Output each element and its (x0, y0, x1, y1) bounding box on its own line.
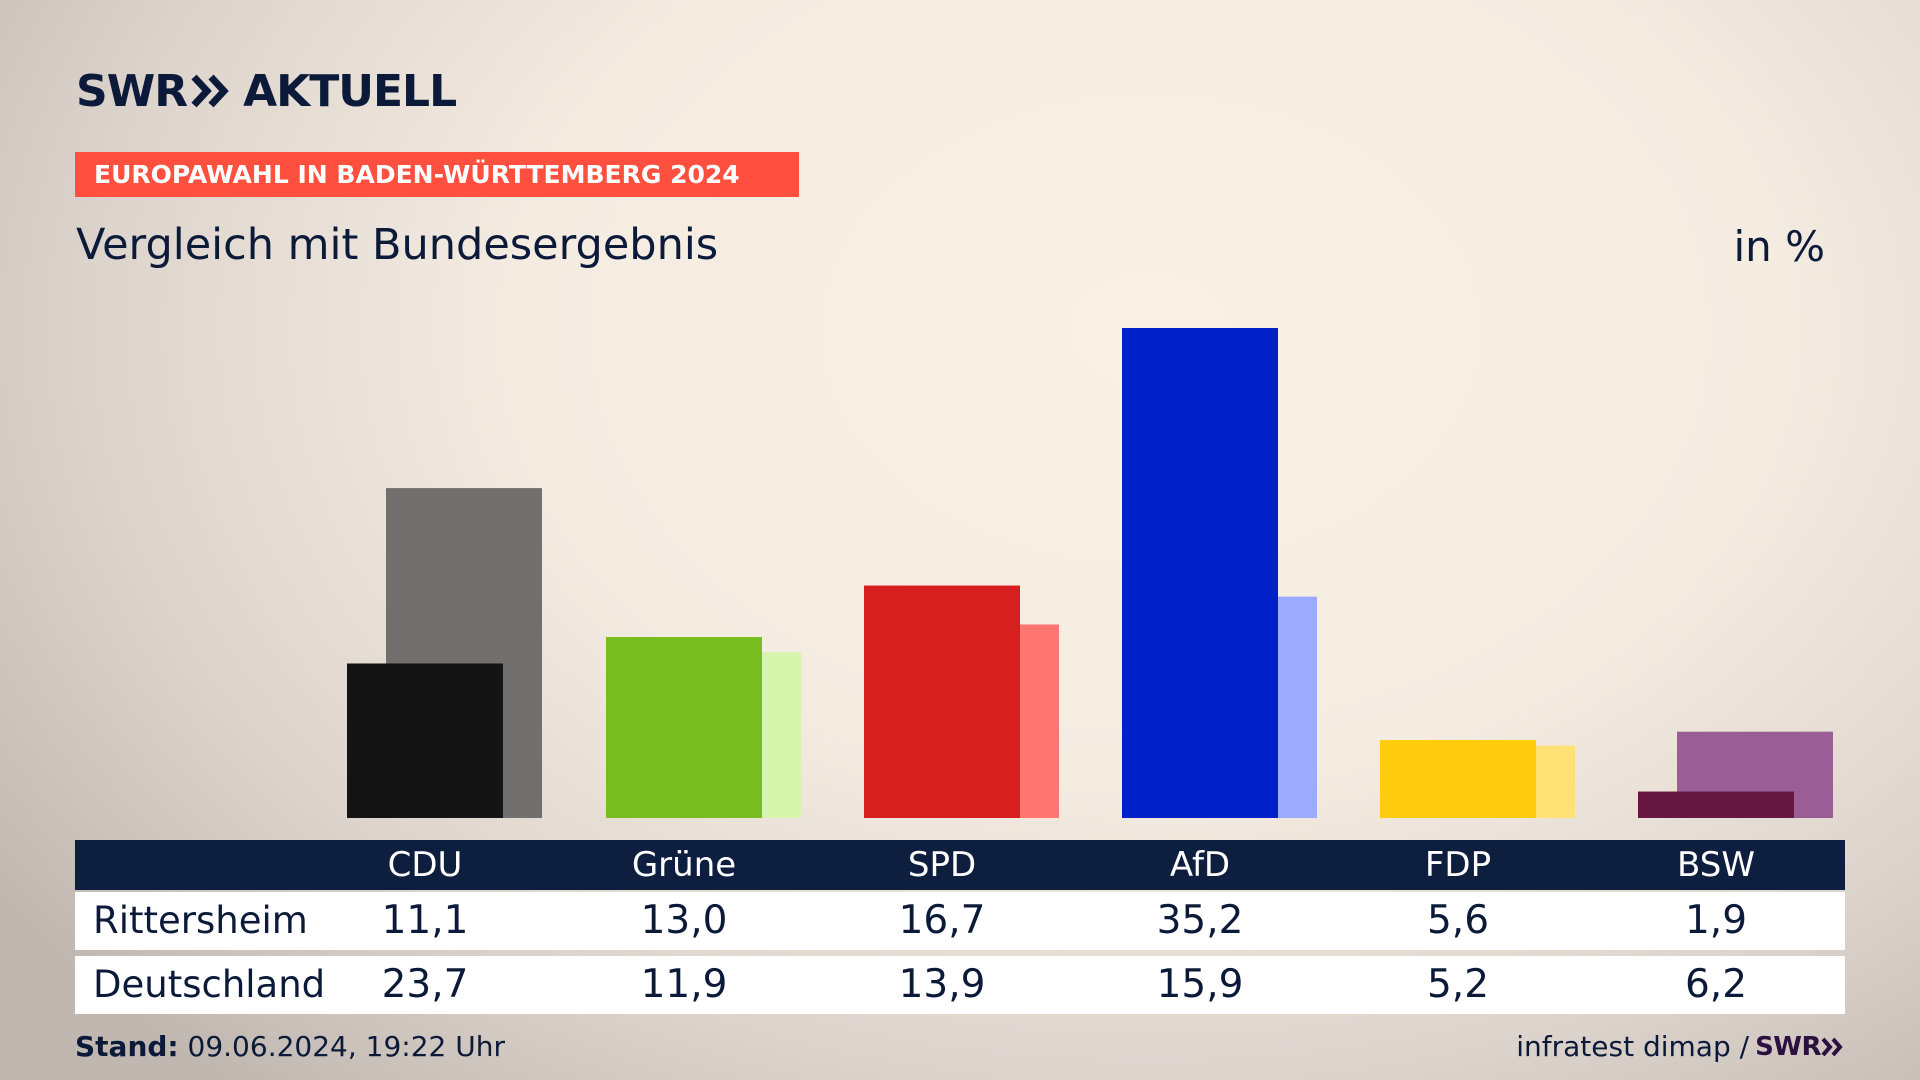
table-header-spd: SPD (907, 845, 977, 885)
table-header-gruene: Grüne (631, 845, 737, 885)
source-text: infratest dimap / (1516, 1030, 1750, 1063)
stand-label: Stand: (75, 1030, 179, 1063)
table-header-row: CDU Grüne SPD AfD FDP BSW (75, 840, 1845, 890)
table-cell: 35,2 (1156, 898, 1244, 943)
bar-chart (347, 328, 1833, 818)
table-row-deutschland: Deutschland 23,7 11,9 13,9 15,9 5,2 6,2 (75, 956, 1845, 1014)
table-cell: 11,1 (381, 898, 469, 943)
table-header-fdp: FDP (1424, 845, 1492, 885)
chart-subtitle: Vergleich mit Bundesergebnis (76, 220, 719, 270)
logo-aktuell-text: AKTUELL (243, 65, 457, 117)
bar-rittersheim-bsw (1638, 791, 1794, 818)
mini-logo-text: SWR (1755, 1031, 1821, 1062)
table-row-rittersheim: Rittersheim 11,1 13,0 16,7 35,2 5,6 1,9 (75, 892, 1845, 950)
table-cell: 13,0 (640, 898, 728, 943)
swr-aktuell-logo: SWR AKTUELL (76, 65, 457, 117)
double-chevron-right-icon (1821, 1037, 1843, 1056)
logo-swr-text: SWR (76, 65, 188, 117)
bar-rittersheim-fdp (1380, 740, 1536, 818)
election-banner: EUROPAWAHL IN BADEN-WÜRTTEMBERG 2024 (75, 152, 799, 197)
table-cell: 1,9 (1684, 898, 1748, 943)
table-header-bsw: BSW (1677, 845, 1755, 885)
bar-rittersheim-spd (864, 585, 1020, 818)
double-chevron-right-icon (191, 74, 229, 108)
unit-label: in % (1733, 222, 1825, 271)
table-cell: 16,7 (898, 898, 986, 943)
row-label: Deutschland (93, 963, 326, 1006)
stand-value: 09.06.2024, 19:22 Uhr (187, 1030, 505, 1063)
swr-mini-logo: SWR (1755, 1032, 1845, 1062)
table-cell: 13,9 (898, 962, 986, 1007)
bar-rittersheim-cdu (347, 663, 503, 818)
table-cell: 5,6 (1426, 898, 1490, 943)
table-cell: 6,2 (1684, 962, 1748, 1007)
table-cell: 23,7 (381, 962, 469, 1007)
table-cell: 5,2 (1426, 962, 1490, 1007)
table-cell: 11,9 (640, 962, 728, 1007)
bar-rittersheim-gruene (606, 637, 762, 818)
table-header-cdu: CDU (387, 845, 463, 885)
source-credit: infratest dimap / SWR (1516, 1030, 1845, 1063)
table-cell: 15,9 (1156, 962, 1244, 1007)
row-label: Rittersheim (93, 899, 308, 942)
bar-rittersheim-afd (1122, 328, 1278, 818)
timestamp: Stand: 09.06.2024, 19:22 Uhr (75, 1030, 505, 1063)
table-header-afd: AfD (1169, 845, 1231, 885)
